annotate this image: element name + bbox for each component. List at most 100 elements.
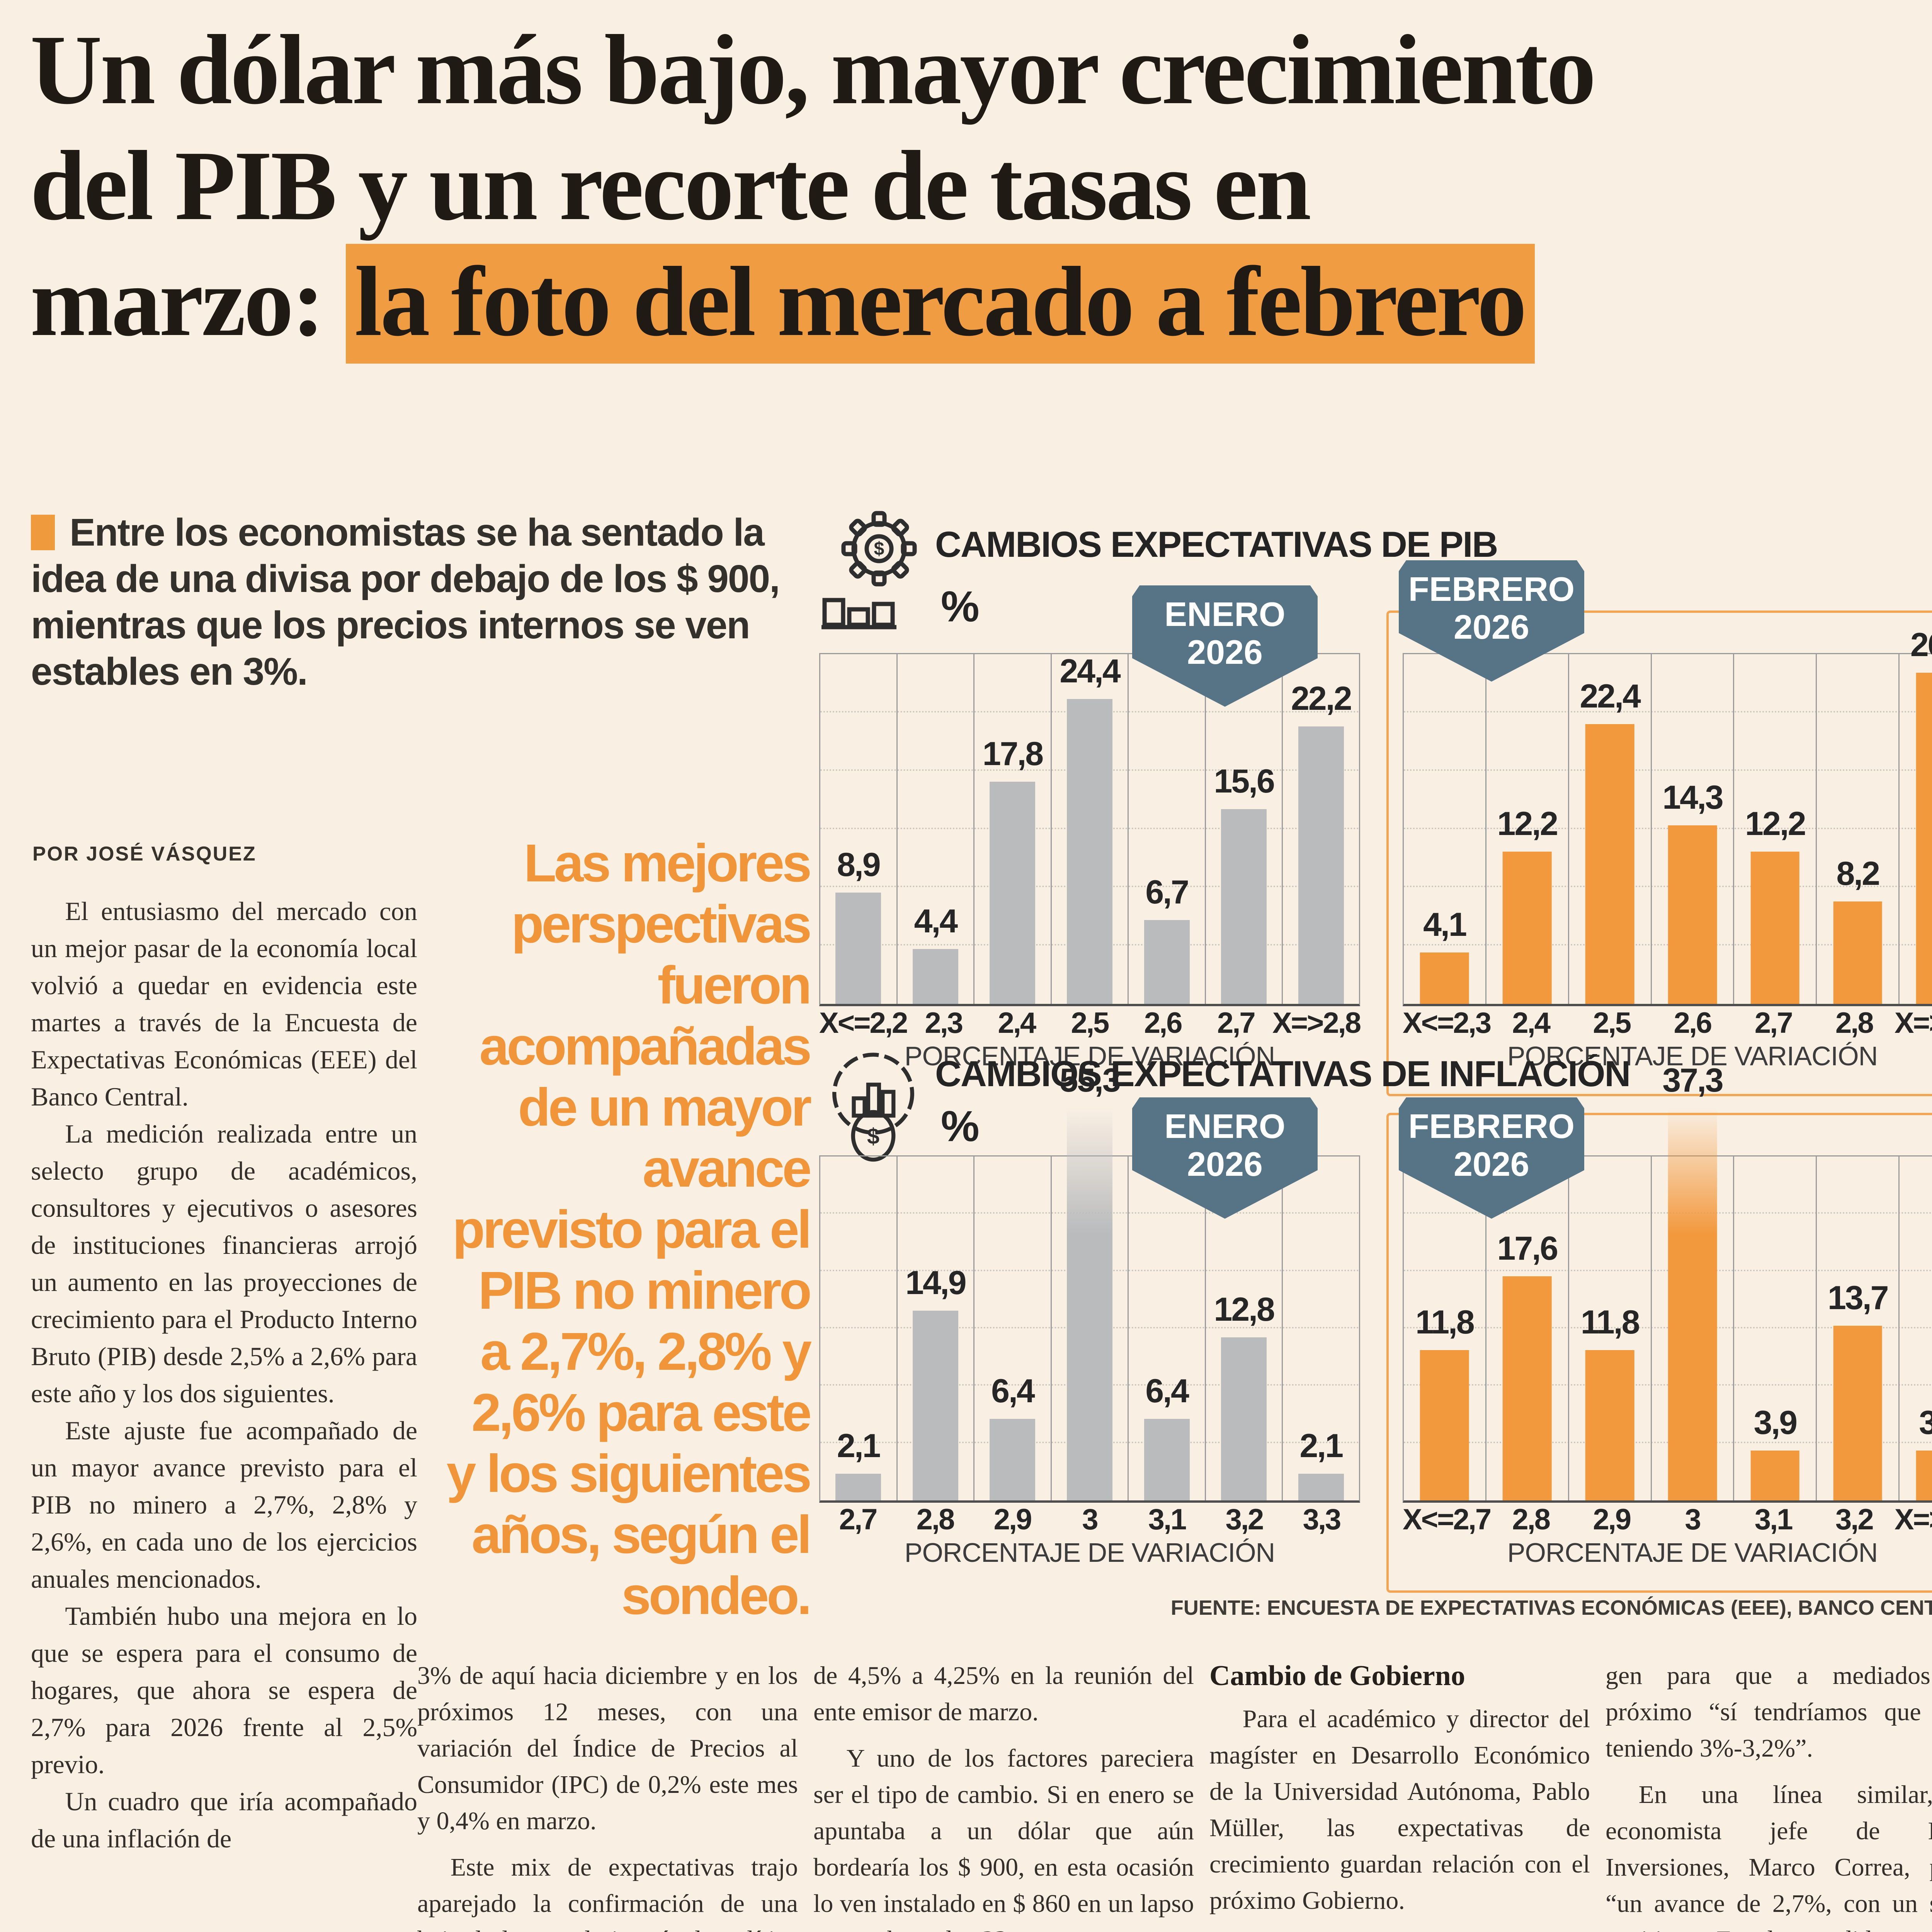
bar-value-label: 12,2: [1497, 805, 1558, 842]
bar-value-label: 4,4: [914, 902, 958, 940]
bar-slot: 4,1: [1404, 654, 1485, 1004]
badge-year: 2026: [1187, 1145, 1263, 1183]
bar-value-label: 11,8: [1415, 1304, 1475, 1341]
chart-title: CAMBIOS EXPECTATIVAS DE INFLACIÓN: [935, 1053, 1631, 1094]
bar-value-label: 2,1: [1299, 1427, 1344, 1464]
paragraph: 3% de aquí hacia diciembre y en los próx…: [417, 1662, 798, 1835]
bar: [1668, 1108, 1717, 1500]
x-tick-label: 3,2: [1225, 1503, 1264, 1536]
bar: [835, 893, 881, 1004]
bar-value-label: 12,2: [1745, 805, 1806, 842]
plot-area: 4,1 12,2 22,4 14,3 12,2 8,2 26,5: [1403, 626, 1932, 1006]
body-column-3: de 4,5% a 4,25% en la reunión del ente e…: [813, 1658, 1194, 1932]
bar: [835, 1473, 881, 1500]
bar: [1503, 1276, 1552, 1500]
bar-value-label: 15,6: [1214, 762, 1275, 800]
badge-month: ENERO: [1164, 1107, 1286, 1145]
bar: [1420, 952, 1469, 1004]
bar: [1585, 724, 1634, 1004]
badge-month: ENERO: [1164, 595, 1286, 633]
gridline: [1404, 1212, 1932, 1214]
paragraph: gen para que a mediados del próximo “sí …: [1605, 1662, 1932, 1762]
x-axis-tick-row: X<=2,3 2,4 2,5 2,6 2,7 2,8 X=>2,9: [1403, 1003, 1932, 1043]
x-tick-label: 2,9: [993, 1503, 1032, 1536]
x-tick-label: 3,1: [1754, 1503, 1793, 1536]
body-column-5: gen para que a mediados del próximo “sí …: [1605, 1658, 1932, 1932]
bar: [1916, 1451, 1932, 1500]
bar-slots: 4,1 12,2 22,4 14,3 12,2 8,2 26,5: [1404, 626, 1932, 1004]
x-tick-label: 2,8: [916, 1503, 955, 1536]
chart-unit-label: %: [941, 1102, 980, 1150]
gridline: [1404, 886, 1932, 888]
bar-slot: 3,9: [1733, 1156, 1816, 1500]
bar-slot: 11,8: [1404, 1156, 1485, 1500]
bar-slot: 14,9: [896, 1156, 974, 1500]
x-tick-label: 3,3: [1303, 1503, 1342, 1536]
bar-slot: 22,2: [1282, 654, 1359, 1004]
badge-year: 2026: [1187, 633, 1263, 671]
period-badge: FEBRERO 2026: [1399, 1097, 1584, 1219]
headline-highlight: la foto del mercado a febrero: [346, 244, 1535, 364]
infographic: $ CAMBIOS EXPECTATIVAS DE PIB% 8,9 4,4 17,8…: [819, 511, 1932, 1658]
chart-title: CAMBIOS EXPECTATIVAS DE PIB: [935, 524, 1498, 565]
x-tick-label: X<=2,3: [1403, 1006, 1492, 1039]
bar-value-label: 13,7: [1828, 1279, 1889, 1317]
bar-value-label: 11,8: [1580, 1304, 1640, 1341]
bar-value-label: 2,1: [837, 1427, 881, 1464]
bar-slot: 11,8: [1568, 1156, 1651, 1500]
headline-line-prefix: marzo:: [30, 246, 325, 357]
bar: [1750, 1451, 1800, 1500]
headline-line: Un dólar más bajo, mayor crecimiento: [30, 14, 1596, 125]
bar: [1420, 1350, 1469, 1500]
bar: [912, 1310, 958, 1500]
x-tick-label: 2,6: [1144, 1006, 1183, 1039]
bar: [1833, 901, 1882, 1004]
x-axis-tick-row: X<=2,7 2,8 2,9 3 3,1 3,2 X=>3,3: [1403, 1499, 1932, 1539]
x-tick-label: 2,7: [1754, 1006, 1793, 1039]
article-headline: Un dólar más bajo, mayor crecimiento del…: [30, 12, 1932, 364]
x-tick-label: 3: [1082, 1503, 1098, 1536]
gridline: [1404, 711, 1932, 713]
bar-value-label: 6,4: [991, 1372, 1035, 1410]
bullet-square-icon: [31, 515, 55, 550]
badge-month: FEBRERO: [1408, 570, 1575, 608]
bar-value-label: 14,9: [905, 1264, 966, 1301]
x-tick-label: 2,6: [1673, 1006, 1713, 1039]
bar-slot: 8,9: [820, 654, 896, 1004]
bar: [1221, 1337, 1267, 1500]
bar-slot: 12,8: [1204, 1156, 1282, 1500]
x-tick-label: X<=2,2: [819, 1006, 908, 1039]
bar-value-label: 17,6: [1497, 1230, 1558, 1267]
bar-value-label: 6,7: [1145, 874, 1189, 911]
bar: [990, 1419, 1036, 1500]
x-tick-label: 2,8: [1512, 1503, 1551, 1536]
bar: [1833, 1326, 1882, 1500]
bar-slot: 3,9: [1898, 1156, 1932, 1500]
bar-slot: 24,4: [1050, 653, 1128, 1004]
paragraph: Un cuadro que iría acompañado de una inf…: [31, 1787, 417, 1853]
bar-slot: 2,1: [820, 1156, 896, 1500]
bar-value-label: 3,9: [1753, 1404, 1798, 1442]
gridline: [1404, 1441, 1932, 1443]
headline-line: marzo: la foto del mercado a febrero: [30, 243, 1932, 364]
bar-slot: 22,4: [1568, 654, 1651, 1004]
x-tick-label: 2,7: [839, 1503, 878, 1536]
bar-value-label: 17,8: [982, 735, 1044, 772]
body-column-2: 3% de aquí hacia diciembre y en los próx…: [417, 1658, 798, 1932]
plot-area: 11,8 17,6 11,8 37,3 3,9 13,7 3,9: [1403, 1062, 1932, 1503]
x-axis-title: PORCENTAJE DE VARIACIÓN: [1507, 1537, 1878, 1568]
bar-slot: 17,8: [973, 654, 1051, 1004]
badge-month: FEBRERO: [1408, 1107, 1575, 1145]
bar: [1750, 851, 1800, 1004]
bar-slot: 4,4: [896, 654, 974, 1004]
bar-slot: 6,7: [1128, 654, 1205, 1004]
bar-slots: 2,1 14,9 6,4 55,3 6,4 12,8 2,1: [820, 1062, 1359, 1500]
paragraph: En una línea similar, el economista jefe…: [1605, 1781, 1932, 1932]
bar-slot: 12,2: [1485, 654, 1568, 1004]
bar-value-label: 14,3: [1662, 779, 1723, 816]
paragraph: En su opinión, el PIB tenderá a 2,7%, au…: [1209, 1929, 1590, 1932]
body-column-4: Cambio de Gobierno Para el académico y d…: [1209, 1658, 1590, 1932]
paragraph: El entusiasmo del mercado con un mejor p…: [31, 896, 417, 1111]
chart-inflation-expectations: $ CAMBIOS EXPECTATIVAS DE INFLACIÓN% 2,1 14…: [819, 1053, 1932, 1623]
x-tick-label: 2,5: [1593, 1006, 1632, 1039]
